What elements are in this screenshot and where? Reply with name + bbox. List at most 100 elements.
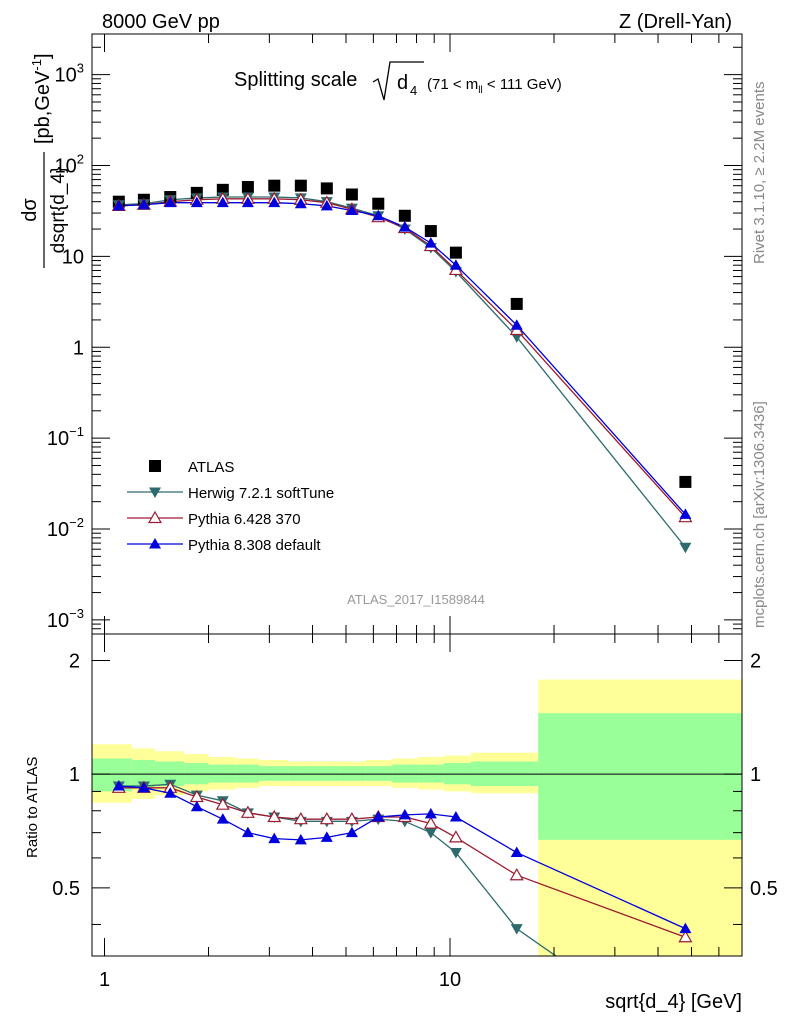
plot-title-index: 4 (410, 83, 417, 98)
main-point-series-0-12 (424, 225, 437, 238)
plot-title-text: Splitting scale (234, 69, 357, 91)
rivet-label: Rivet 3.1.10, ≥ 2.2M events (751, 82, 768, 265)
y-tick-base: 10 (55, 156, 77, 178)
ratio-point-series-1-9 (344, 811, 359, 825)
main-point-series-3-5 (241, 196, 254, 208)
y-label-unit: [pb,GeV-1] (29, 53, 54, 144)
main-y-label: dσ dsqrt{d_4} [pb,GeV-1] (19, 53, 69, 268)
ratio-plot-series (111, 779, 693, 956)
y-tick-base: 10 (47, 610, 69, 632)
ratio-point-series-0-13 (449, 848, 462, 859)
ratio-point-series-1-12 (423, 816, 438, 829)
mcplots-label: mcplots.cern.ch [arXiv:1306.3436] (751, 401, 768, 628)
y-tick-exponent: 2 (77, 152, 84, 167)
ratio-point-series-2-6 (268, 832, 281, 844)
legend-marker-1 (149, 487, 161, 498)
main-point-series-0-13 (449, 246, 462, 259)
main-point-series-3-8 (320, 199, 333, 211)
y-label-numerator: dσ (19, 198, 41, 222)
header-right: Z (Drell-Yan) (619, 11, 732, 33)
main-y-tick-label: 102 (55, 152, 84, 178)
ratio-point-series-1-15 (678, 930, 693, 943)
main-y-tick-label: 10−2 (47, 515, 84, 541)
y-label-unit-close: ] (32, 53, 54, 59)
main-y-tick-label: 10 (62, 246, 84, 268)
legend-marker-0 (149, 460, 161, 472)
plot-title-cut: (71 < mll < 111 GeV) (427, 76, 562, 96)
ratio-point-series-2-10 (372, 811, 385, 822)
legend-label-1: Herwig 7.2.1 softTune (188, 485, 334, 502)
main-point-series-3-1 (137, 198, 150, 210)
stat-uncertainty-band-9 (339, 766, 366, 781)
legend-label-2: Pythia 6.428 370 (188, 511, 301, 528)
stat-uncertainty-band-7 (288, 766, 313, 781)
main-point-series-3-11 (398, 221, 411, 232)
main-point-series-3-6 (268, 196, 281, 208)
ratio-line-series-2 (118, 785, 686, 930)
y-tick-base: 10 (47, 519, 69, 541)
main-point-series-0-8 (320, 182, 333, 195)
stat-uncertainty-band-4 (208, 764, 236, 783)
ratio-y-label: Ratio to ATLAS (24, 757, 41, 858)
legend-marker-2 (147, 510, 163, 524)
ratio-point-series-2-15 (679, 922, 692, 934)
sqrt-sign (372, 61, 424, 101)
plot-title-symbol: d (397, 72, 408, 94)
ratio-point-series-2-9 (345, 826, 358, 838)
main-point-series-3-13 (449, 259, 462, 270)
plot-title-cut-pre: (71 < m (427, 76, 478, 93)
x-axis-label: sqrt{d_4} [GeV] (605, 991, 742, 1013)
analysis-watermark: ATLAS_2017_I1589844 (347, 592, 485, 607)
ratio-point-series-2-5 (241, 826, 254, 838)
ratio-point-series-2-13 (449, 811, 462, 822)
ratio-line-series-0 (118, 783, 558, 956)
main-point-series-3-10 (372, 209, 385, 221)
main-point-series-3-2 (164, 196, 177, 208)
y-tick-base: 1 (73, 337, 84, 359)
main-point-series-3-9 (345, 204, 358, 215)
ratio-point-series-2-3 (190, 800, 203, 812)
legend-label-3: Pythia 8.308 default (188, 537, 321, 554)
x-tick-label: 10 (439, 969, 461, 991)
ratio-point-series-2-14 (510, 846, 523, 858)
main-line-series-1 (118, 196, 686, 548)
ratio-point-series-1-4 (215, 797, 230, 810)
x-tick-label: 1 (99, 969, 110, 991)
stat-uncertainty-band-5 (235, 764, 260, 783)
main-point-series-3-14 (510, 319, 523, 330)
main-line-series-3 (118, 202, 686, 515)
legend-label-0: ATLAS (188, 459, 234, 476)
legend-marker-3 (149, 538, 161, 549)
ratio-point-series-2-0 (112, 780, 125, 791)
ratio-point-series-1-8 (319, 811, 334, 825)
main-y-tick-label: 103 (55, 61, 84, 87)
y-label-unit-exp: -1 (29, 59, 44, 71)
y-label-unit-text: [pb,GeV (32, 70, 54, 144)
y-tick-exponent: −3 (69, 606, 84, 621)
stat-uncertainty-band-15 (538, 713, 742, 840)
y-tick-exponent: −1 (69, 424, 84, 439)
plot-title-cut-post: < 111 GeV) (483, 76, 562, 93)
header-left: 8000 GeV pp (102, 11, 220, 33)
stat-uncertainty-band-12 (418, 764, 444, 783)
ratio-point-series-0-14 (510, 924, 523, 935)
main-point-series-0-7 (294, 179, 307, 192)
main-point-series-3-4 (216, 196, 229, 208)
ratio-point-series-1-13 (448, 830, 463, 843)
y-tick-exponent: −2 (69, 515, 84, 530)
ratio-point-series-1-7 (293, 811, 308, 825)
ratio-point-series-2-2 (164, 787, 177, 798)
ratio-point-series-0-12 (424, 828, 437, 839)
main-point-series-0-11 (398, 209, 411, 222)
ratio-line-series-1 (118, 787, 686, 938)
stat-uncertainty-band-8 (312, 766, 340, 781)
main-point-series-0-6 (268, 179, 281, 192)
y-label-denominator: dsqrt{d_4} (48, 167, 69, 254)
main-point-series-0-14 (510, 297, 523, 310)
stat-uncertainty-band-10 (365, 766, 393, 781)
ratio-y-tick-label-right: 0.5 (750, 878, 778, 900)
main-point-series-0-15 (679, 475, 692, 488)
plot-title-cut-sub: ll (478, 85, 482, 96)
